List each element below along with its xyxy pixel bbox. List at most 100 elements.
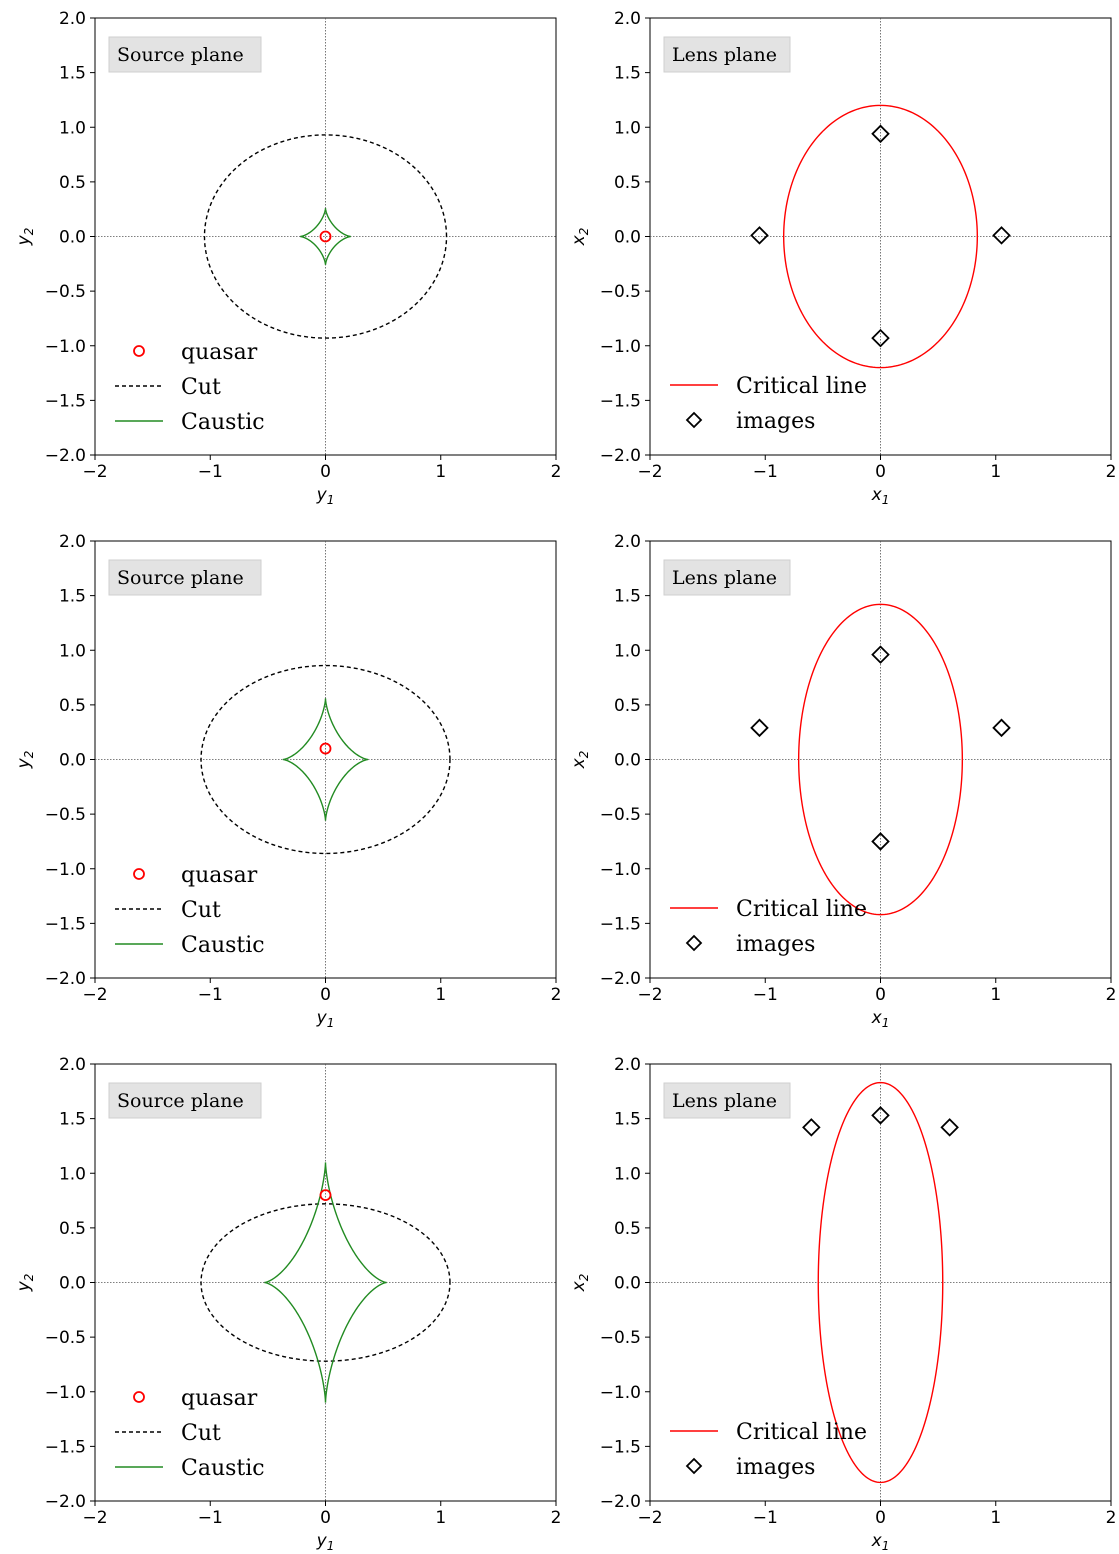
x-axis-label: x1: [871, 1008, 890, 1030]
caustic-curve: [300, 208, 351, 265]
y-tick-label: −1.0: [45, 337, 86, 357]
legend-quasar-symbol: [133, 868, 145, 880]
x-tick-label: 1: [435, 1508, 446, 1528]
y-tick-label: 2.0: [614, 1055, 641, 1075]
x-tick-label: −1: [198, 985, 223, 1005]
x-axis-label: y1: [316, 1008, 335, 1030]
legend-label: Critical line: [736, 1420, 867, 1445]
y-tick-label: −2.0: [600, 969, 641, 989]
legend-images-symbol: [685, 934, 703, 952]
annotation-box: [663, 1082, 791, 1119]
y-tick-label: −2.0: [45, 1492, 86, 1512]
y-tick-label: −0.5: [600, 805, 641, 825]
legend-quasar-symbol: [133, 345, 145, 357]
legend: quasar Cut Caustic: [115, 863, 265, 958]
image-marker: [750, 718, 769, 738]
x-tick-label: 0: [320, 462, 331, 482]
image-marker: [871, 124, 890, 144]
x-tick-label: −1: [753, 462, 778, 482]
y-tick-label: 0.0: [59, 751, 86, 771]
y-tick-label: 0.0: [614, 228, 641, 248]
y-tick-label: −0.5: [600, 282, 641, 302]
y-tick-label: 2.0: [59, 9, 86, 29]
y-tick-label: −2.0: [600, 1492, 641, 1512]
panel-source-1: −2 −1 0 1 2 2.0 1.5 1.0 0.5 0.0 −0.5 −1.0 −1.5 −2.0 y1…: [14, 9, 561, 507]
image-marker: [750, 226, 769, 245]
panel-annotation: Source plane: [108, 1082, 262, 1119]
y-tick-label: 1.0: [614, 1164, 641, 1184]
image-marker: [992, 718, 1011, 738]
x-tick-label: −2: [82, 1508, 107, 1528]
legend-label: images: [736, 1455, 815, 1480]
panel-source-3: −2 −1 0 1 2 2.0 1.5 1.0 0.5 0.0 −0.5 −1.0 −1.5 −2.0 y1…: [14, 532, 561, 1030]
legend-label: quasar: [181, 1386, 258, 1411]
panel-lens-2: −2 −1 0 1 2 2.0 1.5 1.0 0.5 0.0 −0.5 −1.0 −1.5 −2.0 x1…: [569, 9, 1116, 507]
legend: quasar Cut Caustic: [115, 1386, 265, 1481]
quasar-marker: [319, 742, 332, 755]
x-tick-label: −1: [198, 462, 223, 482]
y-tick-label: 1.0: [614, 641, 641, 661]
y-tick-label: −1.5: [45, 391, 86, 411]
x-axis-label: y1: [316, 485, 335, 507]
legend-label: Cut: [181, 898, 221, 923]
y-tick-label: 2.0: [614, 9, 641, 29]
quasar-marker: [319, 1189, 332, 1201]
legend-label: Critical line: [736, 374, 867, 399]
critical-line-curve: [797, 603, 964, 916]
y-tick-label: 1.0: [614, 118, 641, 138]
x-tick-label: 2: [1106, 985, 1117, 1005]
image-marker: [871, 1106, 890, 1125]
image-marker: [871, 328, 890, 348]
y-tick-label: −2.0: [600, 446, 641, 466]
critical-line-curve: [817, 1081, 944, 1484]
y-tick-label: 2.0: [59, 532, 86, 552]
annotation-text: Source plane: [117, 567, 244, 589]
x-tick-label: 1: [990, 985, 1001, 1005]
x-axis-label: x1: [871, 485, 890, 507]
x-tick-label: 2: [1106, 1508, 1117, 1528]
x-tick-label: −2: [637, 1508, 662, 1528]
x-axis-label: x1: [871, 1531, 890, 1553]
x-tick-label: 0: [320, 1508, 331, 1528]
y-tick-label: −2.0: [45, 969, 86, 989]
image-marker: [871, 832, 890, 851]
y-tick-label: 0.0: [614, 1274, 641, 1294]
x-tick-label: −1: [753, 1508, 778, 1528]
y-tick-label: 0.5: [614, 696, 641, 716]
y-tick-label: 1.5: [59, 1110, 86, 1130]
y-tick-label: −0.5: [45, 805, 86, 825]
panel-annotation: Lens plane: [663, 559, 791, 596]
annotation-text: Source plane: [117, 44, 244, 66]
y-tick-label: −1.0: [45, 860, 86, 880]
y-tick-label: 2.0: [614, 532, 641, 552]
x-tick-label: −2: [637, 985, 662, 1005]
y-tick-label: 0.5: [614, 1219, 641, 1239]
image-marker: [871, 645, 890, 664]
panel-annotation: Lens plane: [663, 36, 791, 73]
y-tick-label: −1.5: [45, 1437, 86, 1457]
legend-label: Critical line: [736, 897, 867, 922]
y-tick-label: −0.5: [45, 282, 86, 302]
panel-annotation: Source plane: [108, 559, 262, 596]
y-axis-label: y2: [14, 1274, 36, 1293]
y-tick-label: 1.0: [59, 118, 86, 138]
y-tick-label: −1.0: [600, 1383, 641, 1403]
y-axis-label: y2: [14, 228, 36, 247]
legend-label: Cut: [181, 375, 221, 400]
y-tick-label: −1.5: [600, 391, 641, 411]
y-tick-label: 1.0: [59, 641, 86, 661]
caustic-curve: [264, 1162, 387, 1403]
critical-line-curve: [782, 104, 979, 369]
legend-label: Caustic: [181, 410, 265, 435]
annotation-box: [108, 1082, 262, 1119]
x-tick-label: 0: [875, 462, 886, 482]
image-marker: [802, 1118, 821, 1137]
y-tick-label: 1.5: [614, 587, 641, 607]
cut-curve: [203, 134, 448, 339]
x-tick-label: −2: [637, 462, 662, 482]
x-tick-label: 2: [551, 985, 562, 1005]
y-tick-label: −0.5: [600, 1328, 641, 1348]
y-tick-label: 1.5: [614, 1110, 641, 1130]
legend: Critical line images: [670, 374, 867, 434]
x-axis-label: y1: [316, 1531, 335, 1553]
